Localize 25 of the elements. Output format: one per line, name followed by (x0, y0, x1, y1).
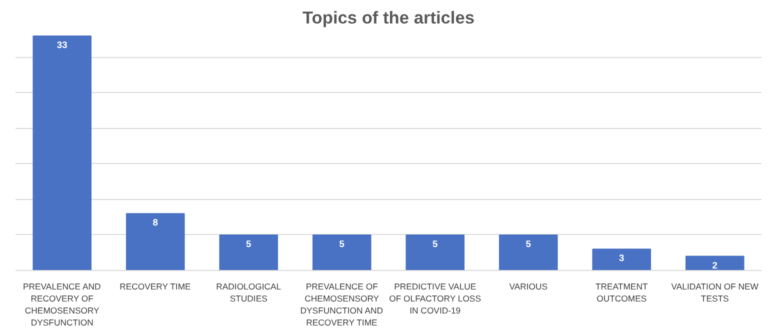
data-label: 5 (526, 238, 531, 249)
bar (592, 248, 652, 270)
data-label: 8 (152, 218, 158, 228)
x-tick-label: PREVALENCE OF CHEMOSENSORY DYSFUNCTION AND RECOVERY TIME (300, 282, 384, 328)
x-tick-label: TREATMENT OUTCOMES (596, 282, 648, 304)
x-tick-label: RECOVERY TIME (120, 282, 192, 292)
data-label: 2 (712, 260, 718, 270)
bar (312, 234, 372, 270)
bar (219, 234, 278, 270)
data-label: 5 (246, 238, 252, 249)
bar (406, 234, 465, 270)
chart-title: Topics of the articles (302, 8, 475, 28)
data-label: 3 (619, 253, 624, 264)
bar (32, 36, 92, 270)
x-tick-label: PREVALENCE AND RECOVERY OF CHEMOSENSORY DYSFUNCTION (23, 282, 101, 328)
bar (498, 234, 558, 270)
data-label: 5 (432, 238, 438, 249)
bar (126, 213, 185, 270)
x-tick-label: RADIOLOGICAL STUDIES (216, 282, 282, 304)
x-tick-label: VARIOUS (509, 282, 548, 292)
bar (685, 256, 744, 270)
data-label: 33 (56, 40, 68, 50)
data-label: 5 (339, 238, 344, 249)
x-tick-label: VALIDATION OF NEW TESTS (671, 282, 760, 304)
x-tick-label: PREDICTIVE VALUE OF OLFACTORY LOSS IN COVID-19 (389, 282, 482, 316)
